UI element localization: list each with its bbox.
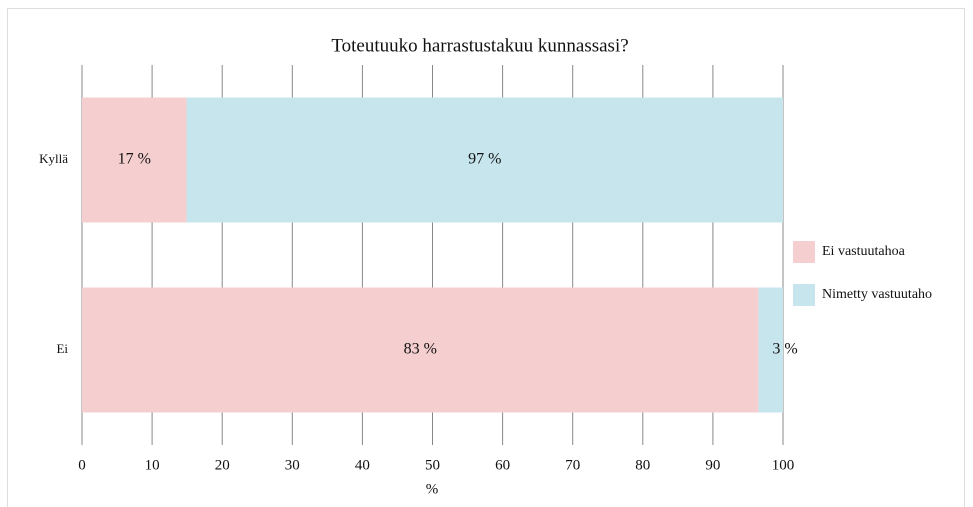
chart-title: Toteutuuko harrastustakuu kunnassasi?: [331, 35, 628, 56]
x-tick-label: 90: [705, 457, 720, 473]
legend-label: Nimetty vastuutaho: [822, 287, 932, 302]
data-label: 3 %: [772, 341, 797, 358]
x-tick-label: 70: [565, 457, 580, 473]
data-label: 97 %: [468, 151, 501, 168]
legend-swatch: [793, 241, 815, 263]
x-tick-label: 50: [425, 457, 440, 473]
data-label: 17 %: [118, 151, 151, 168]
legend-swatch: [793, 284, 815, 306]
x-tick-label: 10: [145, 457, 160, 473]
chart-frame: [7, 8, 965, 507]
x-tick-label: 20: [215, 457, 230, 473]
x-tick-label: 60: [495, 457, 510, 473]
bar-segment: [82, 287, 759, 413]
x-tick-label: 30: [285, 457, 300, 473]
data-label: 83 %: [404, 341, 437, 358]
x-axis-label: %: [426, 481, 439, 497]
x-tick-label: 80: [635, 457, 650, 473]
x-tick-label: 40: [355, 457, 370, 473]
bar-segment: [82, 97, 187, 223]
legend-label: Ei vastuutahoa: [822, 244, 906, 259]
bar-segment: [758, 287, 783, 413]
y-tick-label: Ei: [56, 341, 68, 356]
y-tick-label: Kyllä: [39, 151, 68, 166]
bar-segment: [186, 97, 783, 223]
x-tick-label: 100: [772, 457, 795, 473]
x-tick-label: 0: [78, 457, 86, 473]
